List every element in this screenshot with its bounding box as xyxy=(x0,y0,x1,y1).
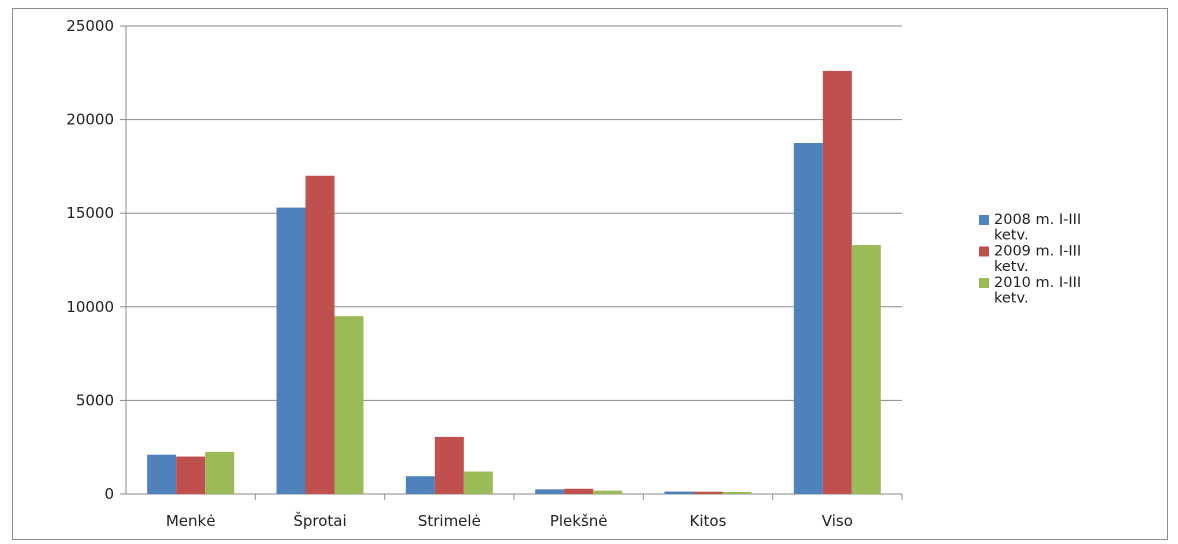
legend-swatch xyxy=(979,278,989,288)
x-tick-label: Strimelė xyxy=(418,512,481,530)
x-tick-label: Plekšnė xyxy=(550,512,608,530)
legend-entry: 2008 m. I-III ketv. xyxy=(994,212,1081,244)
bar xyxy=(535,489,565,494)
bar xyxy=(722,491,752,494)
bar xyxy=(693,491,723,494)
bar xyxy=(276,207,306,495)
y-tick-label: 0 xyxy=(104,485,114,503)
bar xyxy=(305,175,335,494)
bar xyxy=(176,456,206,494)
bar xyxy=(405,476,435,494)
y-tick-label: 5000 xyxy=(76,391,114,409)
bar xyxy=(147,454,177,494)
x-tick-label: Kitos xyxy=(690,512,727,530)
bars xyxy=(147,70,881,495)
bar xyxy=(205,451,235,494)
y-tick-label: 15000 xyxy=(66,204,114,222)
bar xyxy=(593,490,623,494)
axes xyxy=(120,25,903,500)
axis-labels: 0 5000 10000 15000 20000 25000 Menkė Šprotai Str… xyxy=(66,17,853,530)
x-tick-label: Šprotai xyxy=(293,511,346,530)
x-tick-label: Menkė xyxy=(166,512,216,530)
legend: 2008 m. I-III ketv.2009 m. I-III ketv.2010… xyxy=(979,212,1081,307)
bar xyxy=(851,245,881,494)
chart-frame: 0 5000 10000 15000 20000 25000 Menkė Šprotai Str… xyxy=(12,8,1168,540)
bar xyxy=(434,436,464,494)
gridlines xyxy=(126,25,902,401)
legend-swatch xyxy=(979,246,989,257)
bar xyxy=(793,143,823,494)
bar-chart: 0 5000 10000 15000 20000 25000 Menkė Šprotai Str… xyxy=(66,17,1081,530)
legend-entry: 2010 m. I-III ketv. xyxy=(994,275,1081,307)
bar xyxy=(664,491,694,494)
legend-swatch xyxy=(979,215,989,225)
bar xyxy=(463,471,493,494)
y-tick-label: 10000 xyxy=(66,298,114,316)
legend-entry: 2009 m. I-III ketv. xyxy=(994,244,1081,276)
bar xyxy=(822,70,852,494)
bar xyxy=(334,316,364,494)
bar xyxy=(564,488,594,494)
y-tick-label: 20000 xyxy=(66,111,114,129)
x-tick-label: Viso xyxy=(822,512,853,530)
y-tick-label: 25000 xyxy=(66,17,114,35)
